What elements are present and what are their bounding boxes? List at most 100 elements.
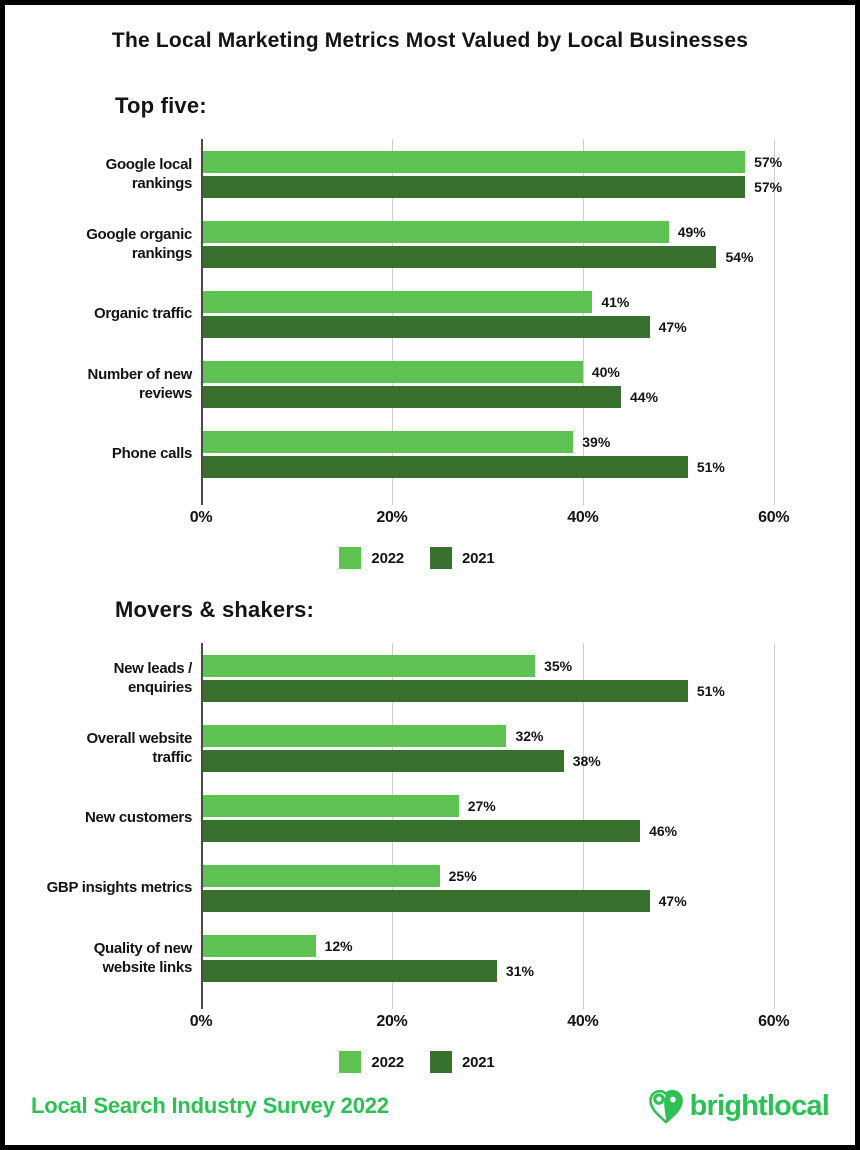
bar-row: 41% bbox=[201, 290, 831, 313]
bar-group: 35% 51% bbox=[201, 643, 831, 713]
bar-2022 bbox=[201, 290, 593, 313]
category-label: Overall website traffic bbox=[86, 729, 192, 767]
page-title: The Local Marketing Metrics Most Valued … bbox=[111, 29, 749, 52]
bar-row: 27% bbox=[201, 794, 831, 817]
value-label: 54% bbox=[725, 248, 754, 265]
category-label: Organic traffic bbox=[93, 305, 192, 323]
bar-group: 40% 44% bbox=[201, 349, 831, 419]
bar-row: 12% bbox=[201, 934, 831, 957]
category-label: Phone calls bbox=[111, 445, 192, 463]
bar-row: 46% bbox=[201, 819, 831, 842]
heart-map-pin-icon bbox=[647, 1087, 690, 1125]
bar-row: 51% bbox=[201, 455, 831, 478]
legend: 2022 2021 bbox=[5, 1051, 855, 1073]
gridline-60% bbox=[773, 643, 775, 1009]
section-heading-top-five: Top five: bbox=[115, 93, 207, 118]
bar-row: 51% bbox=[201, 679, 831, 702]
bar-row: 47% bbox=[201, 315, 831, 338]
bar-row: 31% bbox=[201, 959, 831, 982]
bar-row: 57% bbox=[201, 175, 831, 198]
x-tick-label: 20% bbox=[376, 509, 408, 526]
value-label: 38% bbox=[572, 752, 601, 769]
bar-2021 bbox=[201, 385, 621, 408]
category-label: Google local rankings bbox=[105, 155, 193, 193]
bar-2021 bbox=[201, 245, 717, 268]
bar-row: 25% bbox=[201, 864, 831, 887]
bar-row: 49% bbox=[201, 220, 831, 243]
bar-group: 27% 46% bbox=[201, 783, 831, 853]
bar-group: 41% 47% bbox=[201, 279, 831, 349]
legend-label: 2022 bbox=[371, 1053, 404, 1071]
bar-group: 49% 54% bbox=[201, 209, 831, 279]
bar-2021 bbox=[201, 749, 564, 772]
bar-2021 bbox=[201, 175, 746, 198]
bar-row: 38% bbox=[201, 749, 831, 772]
bar-group: 57% 57% bbox=[201, 139, 831, 209]
x-axis: 0% 20% 40% 60% bbox=[190, 1013, 831, 1037]
plot-area: New leads / enquiries Overall website tra… bbox=[5, 643, 855, 1009]
category-label: Number of new reviews bbox=[87, 365, 193, 403]
bar-2021 bbox=[201, 959, 497, 982]
value-label: 27% bbox=[467, 797, 496, 814]
bar-2022 bbox=[201, 934, 316, 957]
bars-area: 57% 57% 49% 54% 41% 47% 40% 44% 39% 51% bbox=[201, 139, 831, 505]
chart-movers-shakers: New leads / enquiries Overall website tra… bbox=[5, 643, 855, 1073]
x-tick-label: 40% bbox=[567, 1013, 599, 1030]
legend: 2022 2021 bbox=[5, 547, 855, 569]
brightlocal-logo: brightlocal bbox=[647, 1087, 830, 1125]
legend-swatch-2021 bbox=[430, 1051, 452, 1073]
category-label: GBP insights metrics bbox=[46, 879, 193, 897]
bar-row: 40% bbox=[201, 360, 831, 383]
bar-2022 bbox=[201, 724, 507, 747]
value-label: 41% bbox=[601, 293, 630, 310]
logo-wordmark: brightlocal bbox=[689, 1089, 830, 1122]
value-label: 35% bbox=[544, 657, 573, 674]
bars-area: 35% 51% 32% 38% 27% 46% 25% 47% 12% 31% bbox=[201, 643, 831, 1009]
bar-2022 bbox=[201, 794, 459, 817]
legend-swatch-2021 bbox=[430, 547, 452, 569]
bar-row: 47% bbox=[201, 889, 831, 912]
x-tick-label: 60% bbox=[758, 1013, 790, 1030]
bar-group: 12% 31% bbox=[201, 923, 831, 993]
x-tick-label: 20% bbox=[376, 1013, 408, 1030]
bar-row: 57% bbox=[201, 150, 831, 173]
value-label: 51% bbox=[696, 682, 725, 699]
legend-label: 2021 bbox=[462, 549, 495, 567]
value-label: 12% bbox=[324, 937, 353, 954]
legend-swatch-2022 bbox=[339, 547, 362, 569]
bar-row: 54% bbox=[201, 245, 831, 268]
value-label: 49% bbox=[677, 223, 706, 240]
bar-2021 bbox=[201, 315, 650, 338]
legend-label: 2022 bbox=[371, 549, 404, 567]
value-label: 40% bbox=[591, 363, 620, 380]
category-label: Google organic rankings bbox=[86, 225, 192, 263]
bar-2021 bbox=[201, 455, 688, 478]
bar-row: 39% bbox=[201, 430, 831, 453]
y-axis-line bbox=[201, 643, 203, 1009]
value-label: 46% bbox=[649, 822, 678, 839]
chart-top-five: Google local rankings Google organic rank… bbox=[5, 139, 855, 569]
value-label: 47% bbox=[658, 318, 687, 335]
value-label: 39% bbox=[582, 433, 611, 450]
bar-2021 bbox=[201, 679, 688, 702]
bar-2022 bbox=[201, 150, 746, 173]
y-axis-line bbox=[201, 139, 203, 505]
gridline-60% bbox=[773, 139, 775, 505]
legend-swatch-2022 bbox=[339, 1051, 362, 1073]
bar-2022 bbox=[201, 360, 583, 383]
value-label: 57% bbox=[754, 153, 783, 170]
footer-source-text: Local Search Industry Survey 2022 bbox=[31, 1093, 389, 1118]
value-label: 51% bbox=[696, 458, 725, 475]
value-label: 25% bbox=[448, 867, 477, 884]
value-label: 47% bbox=[658, 892, 687, 909]
value-label: 31% bbox=[505, 962, 534, 979]
category-label: New leads / enquiries bbox=[113, 659, 193, 697]
x-tick-label: 0% bbox=[189, 509, 213, 526]
x-tick-label: 60% bbox=[758, 509, 790, 526]
value-label: 44% bbox=[630, 388, 659, 405]
bar-row: 32% bbox=[201, 724, 831, 747]
category-label: New customers bbox=[85, 809, 192, 827]
category-labels: Google local rankings Google organic rank… bbox=[5, 139, 201, 505]
bar-2022 bbox=[201, 430, 574, 453]
